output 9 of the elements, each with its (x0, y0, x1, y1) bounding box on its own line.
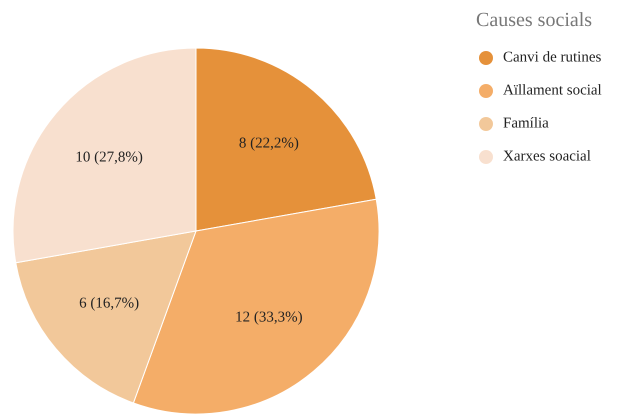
legend-title: Causes socials (476, 9, 592, 31)
data-label: 8 (22,2%) (238, 136, 299, 152)
data-label: 10 (27,8%) (75, 150, 143, 166)
data-label: 12 (33,3%) (235, 309, 303, 326)
legend-label: Canvi de rutines (503, 49, 602, 66)
legend-label: Família (503, 115, 550, 132)
legend-label: Xarxes soacial (503, 148, 591, 164)
legend-label: Aïllament social (503, 82, 602, 98)
data-label: 6 (16,7%) (79, 295, 140, 312)
